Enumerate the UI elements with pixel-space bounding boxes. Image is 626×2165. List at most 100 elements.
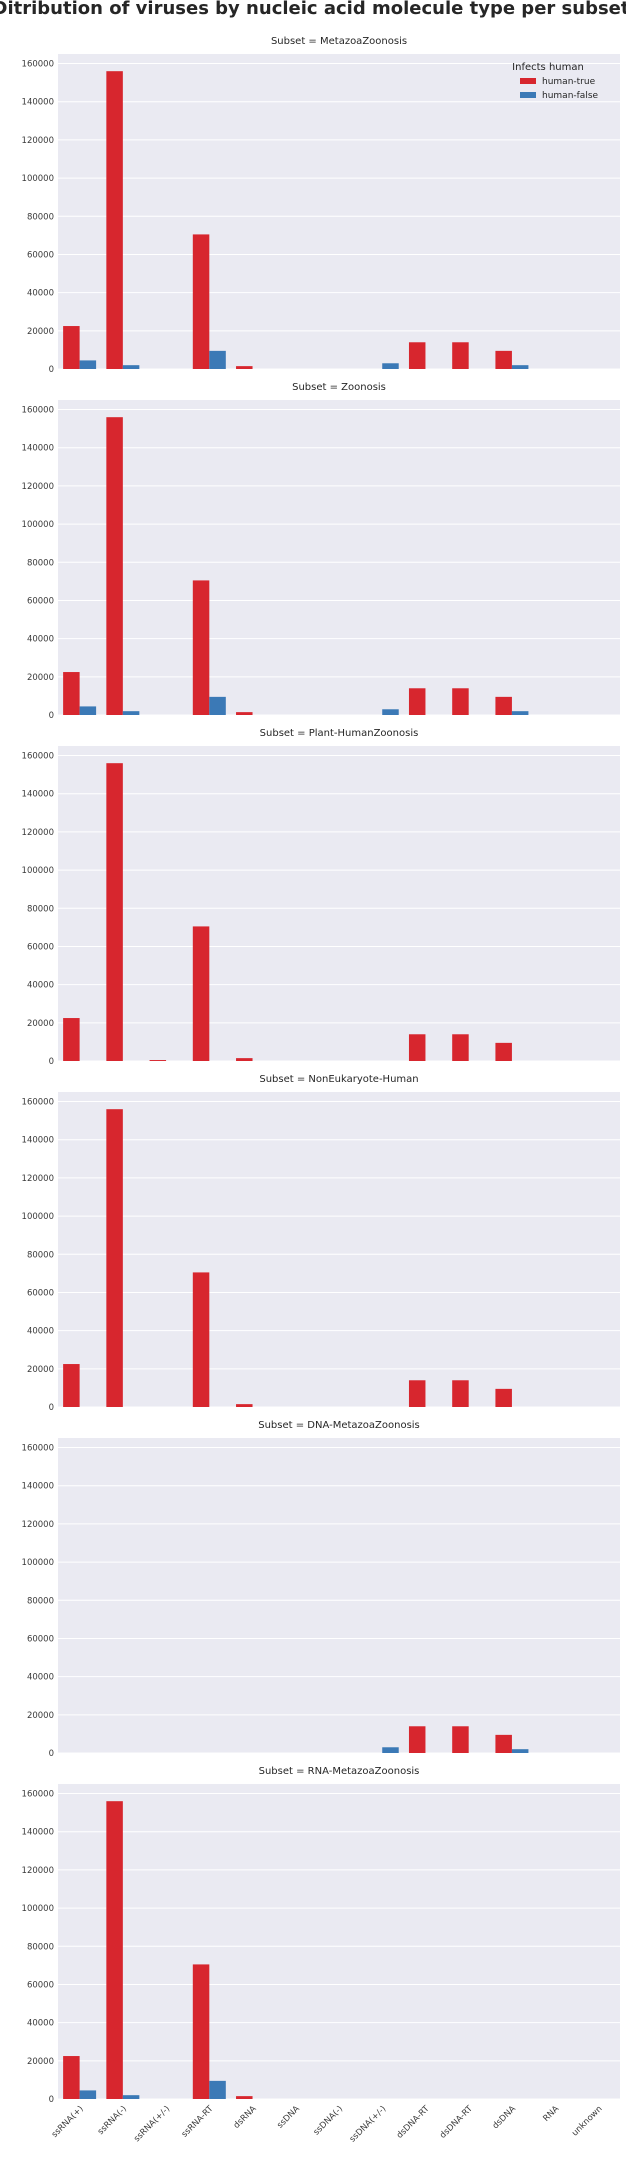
x-tick-label: dsRNA (232, 2104, 259, 2131)
y-tick-label: 100000 (22, 520, 54, 530)
x-tick-label: RNA (541, 2104, 561, 2124)
bar-human-false (79, 706, 97, 715)
y-tick-label: 40000 (27, 2019, 54, 2029)
bar-human-true (408, 342, 426, 369)
bar-human-true (192, 1964, 210, 2099)
legend: Infects human human-true human-false (512, 62, 598, 101)
x-tick-label: ssDNA (275, 2104, 302, 2131)
bar-human-true (452, 1726, 469, 1753)
bar-human-true (63, 1018, 80, 1061)
bar-human-true (192, 926, 210, 1061)
y-tick-label: 40000 (27, 289, 54, 299)
bar-human-true (63, 672, 80, 715)
y-tick-label: 0 (49, 365, 54, 375)
plot-background (58, 54, 620, 369)
bar-human-true (192, 234, 210, 369)
bar-human-true (192, 1272, 210, 1407)
bar-human-true (408, 1034, 426, 1061)
bar-human-true (63, 326, 80, 369)
subplot-panel: 0 20000 40000 60000 80000 100000 120000 140000 1… (22, 728, 620, 1067)
subplot-panel: 0 20000 40000 60000 80000 100000 120000 140000 1… (22, 382, 620, 721)
bar-human-true (236, 2096, 253, 2099)
panel-title: Subset = RNA-MetazoaZoonosis (259, 1766, 420, 1777)
bar-human-true (106, 1801, 123, 2099)
bar-human-true (106, 1109, 123, 1407)
y-tick-label: 60000 (27, 596, 54, 606)
y-tick-label: 120000 (22, 1174, 54, 1184)
y-tick-label: 100000 (22, 1558, 54, 1568)
y-tick-label: 160000 (22, 406, 54, 416)
y-tick-label: 160000 (22, 1790, 54, 1800)
y-tick-label: 140000 (22, 1482, 54, 1492)
y-tick-label: 80000 (27, 904, 54, 914)
bar-human-false (122, 365, 140, 369)
bar-human-true (452, 1380, 469, 1407)
bar-human-true (106, 763, 123, 1061)
y-tick-label: 80000 (27, 1942, 54, 1952)
y-tick-label: 100000 (22, 174, 54, 184)
y-tick-label: 40000 (27, 1327, 54, 1337)
plot-background (58, 1092, 620, 1407)
y-tick-label: 80000 (27, 1250, 54, 1260)
bar-human-true (495, 696, 512, 715)
x-tick-label: ssDNA(-) (312, 2104, 345, 2137)
y-tick-label: 20000 (27, 1711, 54, 1721)
y-tick-label: 0 (49, 1403, 54, 1413)
y-tick-label: 60000 (27, 250, 54, 260)
y-tick-label: 60000 (27, 1634, 54, 1644)
subplot-panel: 0 20000 40000 60000 80000 100000 120000 140000 1… (22, 1074, 620, 1413)
x-tick-label: ssRNA(-) (96, 2104, 129, 2137)
x-tick-label: ssRNA(+/-) (132, 2104, 172, 2144)
plot-background (58, 746, 620, 1061)
bar-human-false (209, 350, 226, 369)
bar-human-true (495, 1388, 512, 1407)
bar-human-false (382, 1747, 399, 1753)
y-tick-label: 120000 (22, 482, 54, 492)
bar-human-true (149, 1060, 167, 1061)
x-tick-label: dsDNA-RT (438, 2103, 475, 2140)
plot-background (58, 1438, 620, 1753)
subplot-panel: 0 20000 40000 60000 80000 100000 120000 140000 1… (22, 1766, 620, 2145)
bar-human-true (236, 1404, 253, 1407)
bar-human-true (495, 1734, 512, 1753)
x-tick-label: unknown (570, 2104, 604, 2138)
bar-human-true (495, 1042, 512, 1061)
y-tick-label: 100000 (22, 1904, 54, 1914)
y-tick-label: 120000 (22, 1866, 54, 1876)
y-tick-label: 60000 (27, 942, 54, 952)
y-tick-label: 140000 (22, 790, 54, 800)
bar-human-false (79, 360, 97, 369)
x-tick-label: dsDNA (491, 2104, 518, 2131)
y-tick-label: 140000 (22, 98, 54, 108)
x-tick-label: dsDNA-RT (395, 2103, 432, 2140)
y-tick-label: 160000 (22, 752, 54, 762)
y-tick-label: 40000 (27, 635, 54, 645)
bar-human-true (408, 1380, 426, 1407)
bar-human-false (382, 363, 399, 369)
bar-human-false (122, 711, 140, 715)
y-tick-label: 100000 (22, 866, 54, 876)
panel-title: Subset = Plant-HumanZoonosis (260, 728, 419, 739)
bar-human-true (452, 688, 469, 715)
bar-human-false (511, 365, 529, 369)
legend-swatch (520, 78, 536, 84)
panel-title: Subset = DNA-MetazoaZoonosis (258, 1420, 420, 1431)
x-tick-label: ssRNA-RT (180, 2103, 216, 2139)
bar-human-false (79, 2090, 97, 2099)
bar-human-true (106, 417, 123, 715)
x-tick-label: ssDNA(+/-) (348, 2104, 388, 2144)
bar-human-true (106, 71, 123, 369)
y-tick-label: 40000 (27, 981, 54, 991)
y-tick-label: 0 (49, 1749, 54, 1759)
y-tick-label: 120000 (22, 1520, 54, 1530)
y-tick-label: 20000 (27, 327, 54, 337)
y-tick-label: 160000 (22, 1098, 54, 1108)
chart-title: Ditribution of viruses by nucleic acid m… (0, 0, 626, 19)
x-tick-label: ssRNA(+) (50, 2104, 86, 2140)
bar-human-false (382, 709, 399, 715)
y-tick-label: 140000 (22, 1136, 54, 1146)
y-tick-label: 140000 (22, 1828, 54, 1838)
bar-human-true (495, 350, 512, 369)
y-tick-label: 0 (49, 2095, 54, 2105)
